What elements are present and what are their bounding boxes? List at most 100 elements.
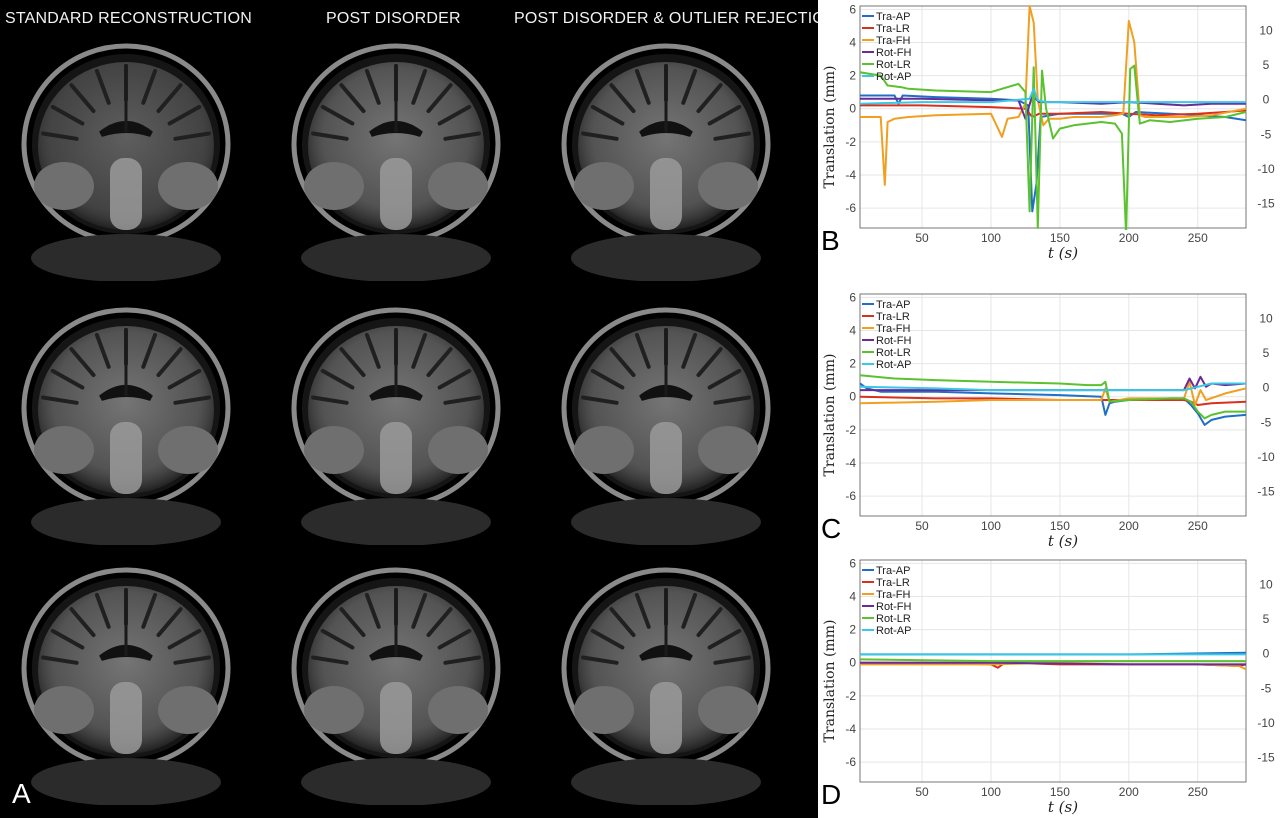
plot-frame xyxy=(859,293,1247,517)
x-tick-label: 200 xyxy=(1119,231,1139,245)
y-tick-label: -6 xyxy=(845,489,856,503)
mri-slice xyxy=(6,560,246,806)
series-line-rot-ap xyxy=(860,87,1246,105)
chart-svg-d: -6 -4 -2 0 2 4 6 -15 -10 -5 0 5 10 50 100 150 200 250 t (s… xyxy=(822,556,1275,816)
x-tick-label: 100 xyxy=(981,785,1001,799)
x-tick-label: 150 xyxy=(1050,519,1070,533)
series-line-rot-lr xyxy=(860,658,1246,663)
y-tick-label: 2 xyxy=(849,357,856,371)
brain-image xyxy=(291,43,501,282)
x-axis-label: t (s) xyxy=(1048,798,1078,816)
panel-letter-b: B xyxy=(821,225,840,256)
brain-image xyxy=(291,567,501,806)
chart-svg-c: -6 -4 -2 0 2 4 6 -15 -10 -5 0 5 10 50 100 150 200 250 t (s… xyxy=(822,290,1275,550)
y-tick-label: -2 xyxy=(845,689,856,703)
y-tick-label: -4 xyxy=(845,722,856,736)
chart-svg-b: -6 -4 -2 0 2 4 6 -15 -10 -5 0 5 10 50 100 150 200 250 t (s… xyxy=(822,2,1275,262)
y-tick-label: 0 xyxy=(849,390,856,404)
legend-entry: Rot-FH xyxy=(876,601,912,613)
x-tick-label: 100 xyxy=(981,231,1001,245)
legend-entry: Rot-AP xyxy=(876,359,911,371)
y2-tick-label: -15 xyxy=(1257,485,1275,499)
y2-tick-label: 5 xyxy=(1263,612,1270,626)
series-line-rot-lr xyxy=(860,374,1246,420)
column-title-standard: STANDARD RECONSTRUCTION xyxy=(5,10,252,27)
mri-slice xyxy=(546,300,786,546)
y-tick-label: -2 xyxy=(845,423,856,437)
y2-tick-label: -15 xyxy=(1257,197,1275,211)
y-tick-label: -6 xyxy=(845,755,856,769)
x-tick-label: 50 xyxy=(915,519,929,533)
y2-tick-label: -15 xyxy=(1257,751,1275,765)
y-tick-label: 2 xyxy=(849,69,856,83)
y-tick-label: 4 xyxy=(849,323,856,337)
y2-tick-label: -10 xyxy=(1257,716,1275,730)
y2-tick-label: 5 xyxy=(1263,346,1270,360)
y2-tick-label: 5 xyxy=(1263,58,1270,72)
y-tick-label: -4 xyxy=(845,456,856,470)
y-tick-label: -2 xyxy=(845,135,856,149)
y2-tick-label: 0 xyxy=(1263,93,1270,107)
x-tick-label: 200 xyxy=(1119,785,1139,799)
y-tick-label: 6 xyxy=(849,2,856,16)
motion-chart-c: -6 -4 -2 0 2 4 6 -15 -10 -5 0 5 10 50 100 150 200 250 t (s… xyxy=(818,288,1280,550)
y2-tick-label: 10 xyxy=(1259,311,1273,325)
y2-tick-label: 0 xyxy=(1263,647,1270,661)
series-line-rot-ap xyxy=(860,382,1246,392)
y2-tick-label: -10 xyxy=(1257,162,1275,176)
legend-entry: Tra-AP xyxy=(876,299,910,311)
y2-tick-label: 10 xyxy=(1259,577,1273,591)
x-axis-label: t (s) xyxy=(1048,532,1078,550)
y-tick-label: -4 xyxy=(845,168,856,182)
legend-entry: Rot-FH xyxy=(876,47,912,59)
y2-tick-label: -5 xyxy=(1261,415,1272,429)
x-tick-label: 150 xyxy=(1050,785,1070,799)
mri-panel: STANDARD RECONSTRUCTION POST DISORDER PO… xyxy=(0,0,837,818)
y2-tick-label: -5 xyxy=(1261,127,1272,141)
panel-letter-a: A xyxy=(12,778,31,809)
y-tick-label: 6 xyxy=(849,556,856,570)
brain-image xyxy=(21,43,231,282)
legend-entry: Tra-AP xyxy=(876,11,910,23)
mri-slice xyxy=(276,560,516,806)
y-axis-label: Translation (mm) xyxy=(822,66,838,189)
legend-entry: Tra-FH xyxy=(876,323,910,335)
mri-slice xyxy=(6,300,246,546)
y-tick-label: -6 xyxy=(845,201,856,215)
x-tick-label: 100 xyxy=(981,519,1001,533)
legend-entry: Tra-FH xyxy=(876,589,910,601)
legend-entry: Tra-AP xyxy=(876,565,910,577)
y-axis-label: Translation (mm) xyxy=(822,620,838,743)
plot-frame xyxy=(859,559,1247,783)
legend-entry: Rot-FH xyxy=(876,335,912,347)
column-title-outlier-rejection: POST DISORDER & OUTLIER REJECTION xyxy=(514,10,837,27)
x-axis-label: t (s) xyxy=(1048,244,1078,262)
x-tick-label: 250 xyxy=(1188,785,1208,799)
motion-chart-d: -6 -4 -2 0 2 4 6 -15 -10 -5 0 5 10 50 100 150 200 250 t (s… xyxy=(818,554,1280,816)
y-tick-label: 2 xyxy=(849,623,856,637)
brain-image xyxy=(21,307,231,546)
brain-image xyxy=(291,307,501,546)
legend-entry: Rot-LR xyxy=(876,347,911,359)
y2-tick-label: 0 xyxy=(1263,381,1270,395)
y-axis-label: Translation (mm) xyxy=(822,354,838,477)
panel-letter-d: D xyxy=(821,779,842,810)
x-tick-label: 250 xyxy=(1188,519,1208,533)
y2-tick-label: -10 xyxy=(1257,450,1275,464)
legend-entry: Rot-LR xyxy=(876,613,911,625)
y-tick-label: 0 xyxy=(849,656,856,670)
brain-image xyxy=(561,567,771,806)
brain-image xyxy=(21,567,231,806)
y-tick-label: 4 xyxy=(849,589,856,603)
brain-image xyxy=(561,307,771,546)
y-tick-label: 4 xyxy=(849,35,856,49)
brain-image xyxy=(561,43,771,282)
x-tick-label: 200 xyxy=(1119,519,1139,533)
mri-slice xyxy=(546,36,786,282)
legend-entry: Tra-LR xyxy=(876,311,910,323)
mri-slice xyxy=(6,36,246,282)
panel-letter-c: C xyxy=(821,513,842,544)
y-tick-label: 6 xyxy=(849,290,856,304)
motion-chart-b: -6 -4 -2 0 2 4 6 -15 -10 -5 0 5 10 50 100 150 200 250 t (s… xyxy=(818,0,1280,262)
x-tick-label: 250 xyxy=(1188,231,1208,245)
